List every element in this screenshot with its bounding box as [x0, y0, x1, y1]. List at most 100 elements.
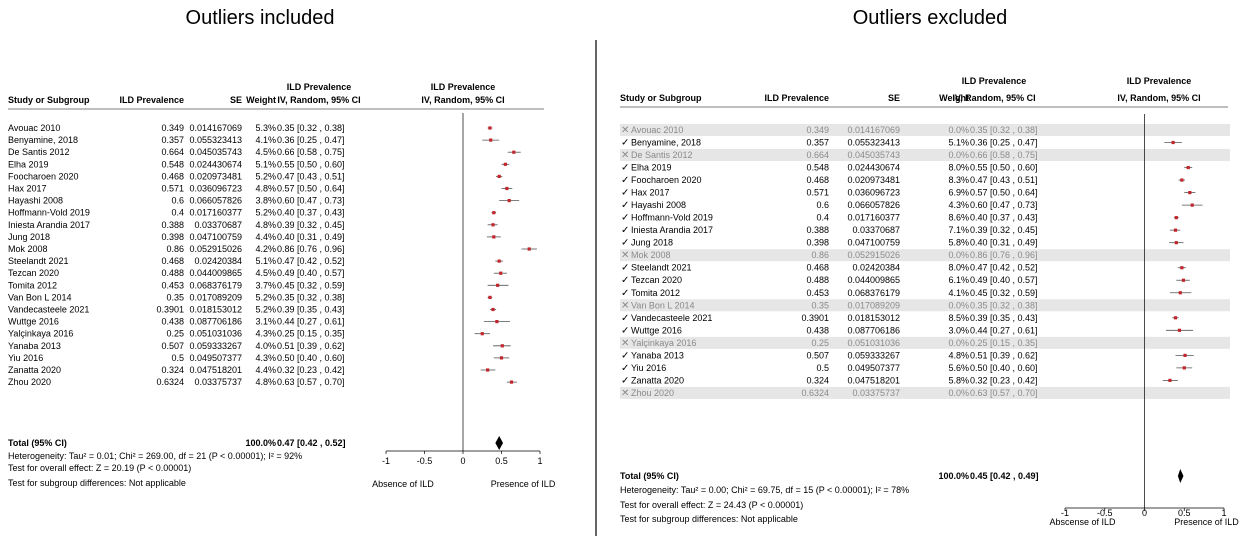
total-weight: 100.0% [245, 438, 276, 448]
weight-value: 8.0% [948, 163, 969, 173]
weight-value: 5.1% [948, 138, 969, 148]
prevalence-value: 0.664 [806, 150, 829, 160]
point-estimate [1180, 266, 1184, 270]
point-estimate [1180, 178, 1184, 182]
weight-value: 4.4% [255, 232, 276, 242]
prevalence-value: 0.35 [166, 292, 184, 302]
point-estimate [491, 307, 495, 312]
axis-left-label: Absence of ILD [372, 479, 434, 489]
ci-value: 0.25 [0.15 , 0.35] [277, 329, 345, 339]
col-header-plot-line1: ILD Prevalence [431, 82, 496, 92]
weight-value: 4.5% [255, 147, 276, 157]
prevalence-value: 0.6 [816, 200, 829, 210]
point-estimate [497, 174, 501, 178]
se-value: 0.047518201 [847, 375, 900, 385]
ci-value: 0.35 [0.32 , 0.38] [277, 123, 345, 133]
weight-value: 0.0% [948, 150, 969, 160]
se-value: 0.052915026 [189, 244, 242, 254]
study-name: Zhou 2020 [8, 377, 51, 387]
ci-value: 0.32 [0.23 , 0.42] [970, 375, 1038, 385]
prevalence-value: 0.6324 [801, 388, 829, 398]
ci-value: 0.50 [0.40 , 0.60] [277, 353, 345, 363]
point-estimate [489, 138, 493, 142]
prevalence-value: 0.488 [161, 268, 184, 278]
se-value: 0.014167069 [847, 125, 900, 135]
se-value: 0.036096723 [189, 184, 242, 194]
prevalence-value: 0.388 [161, 220, 184, 230]
footer-stat: Test for subgroup differences: Not appli… [620, 514, 798, 524]
prevalence-value: 0.468 [806, 175, 829, 185]
se-value: 0.066057826 [847, 200, 900, 210]
ci-value: 0.49 [0.40 , 0.57] [277, 268, 345, 278]
pooled-diamond [495, 436, 504, 450]
excluded-row-band [620, 124, 1230, 137]
se-value: 0.049507377 [847, 363, 900, 373]
prevalence-value: 0.6324 [156, 377, 184, 387]
se-value: 0.018153012 [189, 305, 242, 315]
se-value: 0.017089209 [847, 300, 900, 310]
se-value: 0.045035743 [189, 147, 242, 157]
check-icon: ✓ [621, 375, 629, 386]
check-icon: ✓ [621, 225, 629, 236]
col-header-plot-line2: IV, Random, 95% CI [1117, 93, 1200, 103]
point-estimate [1188, 191, 1192, 195]
prevalence-value: 0.5 [171, 353, 184, 363]
footer-stat: Test for subgroup differences: Not appli… [8, 478, 186, 488]
prevalence-value: 0.488 [806, 275, 829, 285]
weight-value: 4.8% [255, 184, 276, 194]
point-estimate [491, 223, 495, 227]
weight-value: 5.8% [948, 238, 969, 248]
study-name: Yanaba 2013 [631, 350, 684, 360]
x-tick-label: 0.5 [1178, 508, 1191, 518]
ci-value: 0.40 [0.31 , 0.49] [277, 232, 345, 242]
check-icon: ✓ [621, 163, 629, 174]
se-value: 0.044009865 [847, 275, 900, 285]
total-weight: 100.0% [938, 471, 969, 481]
x-tick-label: 0.5 [495, 456, 508, 466]
ci-value: 0.45 [0.32 , 0.59] [277, 280, 345, 290]
se-value: 0.017160377 [189, 208, 242, 218]
ci-value: 0.44 [0.27 , 0.61] [970, 325, 1038, 335]
ci-value: 0.66 [0.58 , 0.75] [277, 147, 345, 157]
study-name: Avouac 2010 [631, 125, 683, 135]
study-name: Zanatta 2020 [631, 375, 684, 385]
prevalence-value: 0.25 [166, 329, 184, 339]
weight-value: 4.4% [255, 365, 276, 375]
point-estimate [1168, 378, 1172, 382]
prevalence-value: 0.507 [806, 350, 829, 360]
ci-value: 0.86 [0.76 , 0.96] [970, 250, 1038, 260]
study-name: Wuttge 2016 [631, 325, 682, 335]
study-name: Wuttge 2016 [8, 317, 59, 327]
prevalence-value: 0.86 [811, 250, 829, 260]
study-name: Tezcan 2020 [8, 268, 59, 278]
ci-value: 0.39 [0.35 , 0.43] [277, 305, 345, 315]
prevalence-value: 0.453 [161, 280, 184, 290]
point-estimate [1182, 366, 1186, 370]
se-value: 0.03375737 [852, 388, 900, 398]
cross-icon: ✕ [621, 338, 629, 349]
prevalence-value: 0.324 [161, 365, 184, 375]
point-estimate [1183, 353, 1187, 357]
panel-heading: Outliers included [186, 7, 335, 29]
ci-value: 0.40 [0.37 , 0.43] [970, 213, 1038, 223]
weight-value: 8.0% [948, 263, 969, 273]
excluded-row-band [620, 149, 1230, 162]
study-name: Hax 2017 [631, 188, 670, 198]
x-tick-label: 1 [1221, 508, 1226, 518]
point-estimate [488, 295, 492, 299]
weight-value: 0.0% [948, 338, 969, 348]
cross-icon: ✕ [621, 150, 629, 161]
col-header-prevalence: ILD Prevalence [764, 93, 829, 103]
se-value: 0.059333267 [189, 341, 242, 351]
point-estimate [1181, 278, 1186, 282]
weight-value: 6.9% [948, 188, 969, 198]
col-header-ci-line1: ILD Prevalence [287, 82, 352, 92]
check-icon: ✓ [621, 350, 629, 361]
study-name: Yalçinkaya 2016 [631, 338, 696, 348]
se-value: 0.014167069 [189, 123, 242, 133]
weight-value: 5.1% [255, 159, 276, 169]
point-estimate [495, 320, 499, 324]
se-value: 0.02420384 [852, 263, 900, 273]
prevalence-value: 0.398 [806, 238, 829, 248]
weight-value: 4.2% [255, 244, 276, 254]
